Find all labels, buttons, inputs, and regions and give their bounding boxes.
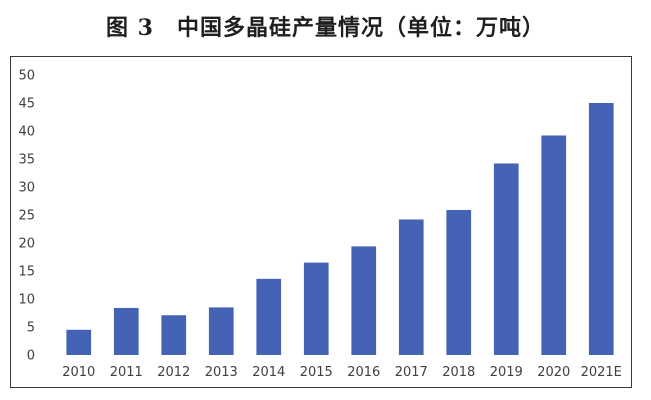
bar-2020	[541, 135, 567, 355]
bar-2017	[398, 219, 424, 355]
chart-frame	[10, 56, 632, 388]
y-tick-label: 15	[18, 265, 35, 280]
x-tick-label: 2020	[537, 365, 570, 380]
x-tick-label: 2016	[347, 365, 380, 380]
bar-2010	[66, 329, 92, 355]
bar-2015	[303, 262, 329, 355]
x-axis: 2010 2011 2012 2013 2014 2015 2016 2017 2018 2019…	[62, 365, 622, 380]
bar-2018	[446, 209, 472, 355]
x-tick-label: 2018	[442, 365, 475, 380]
x-tick-label: 2017	[395, 365, 428, 380]
bar-2016	[351, 246, 377, 355]
y-axis: 0 5 10 15 20 25 30 35 40 45 50	[18, 69, 35, 364]
bar-2014	[256, 278, 282, 355]
x-tick-label: 2021E	[581, 365, 622, 380]
y-tick-label: 35	[18, 153, 35, 168]
y-tick-label: 45	[18, 97, 35, 112]
bar-2021E	[588, 103, 614, 355]
y-tick-label: 50	[18, 69, 35, 84]
x-tick-label: 2011	[110, 365, 143, 380]
chart-title: 图 3 中国多晶硅产量情况（单位：万吨）	[106, 15, 545, 41]
bar-2013	[208, 307, 234, 355]
x-tick-label: 2012	[157, 365, 190, 380]
x-tick-label: 2013	[205, 365, 238, 380]
bar-2011	[113, 307, 139, 355]
y-tick-label: 30	[18, 181, 35, 196]
x-tick-label: 2015	[300, 365, 333, 380]
x-tick-label: 2014	[252, 365, 285, 380]
bar-2012	[161, 315, 187, 355]
y-tick-label: 10	[18, 293, 35, 308]
x-tick-label: 2010	[62, 365, 95, 380]
y-tick-label: 40	[18, 125, 35, 140]
bars	[66, 103, 614, 355]
y-tick-label: 20	[18, 237, 35, 252]
x-tick-label: 2019	[490, 365, 523, 380]
bar-2019	[493, 163, 519, 355]
y-tick-label: 0	[27, 349, 35, 364]
y-tick-label: 25	[18, 209, 35, 224]
y-tick-label: 5	[27, 321, 35, 336]
